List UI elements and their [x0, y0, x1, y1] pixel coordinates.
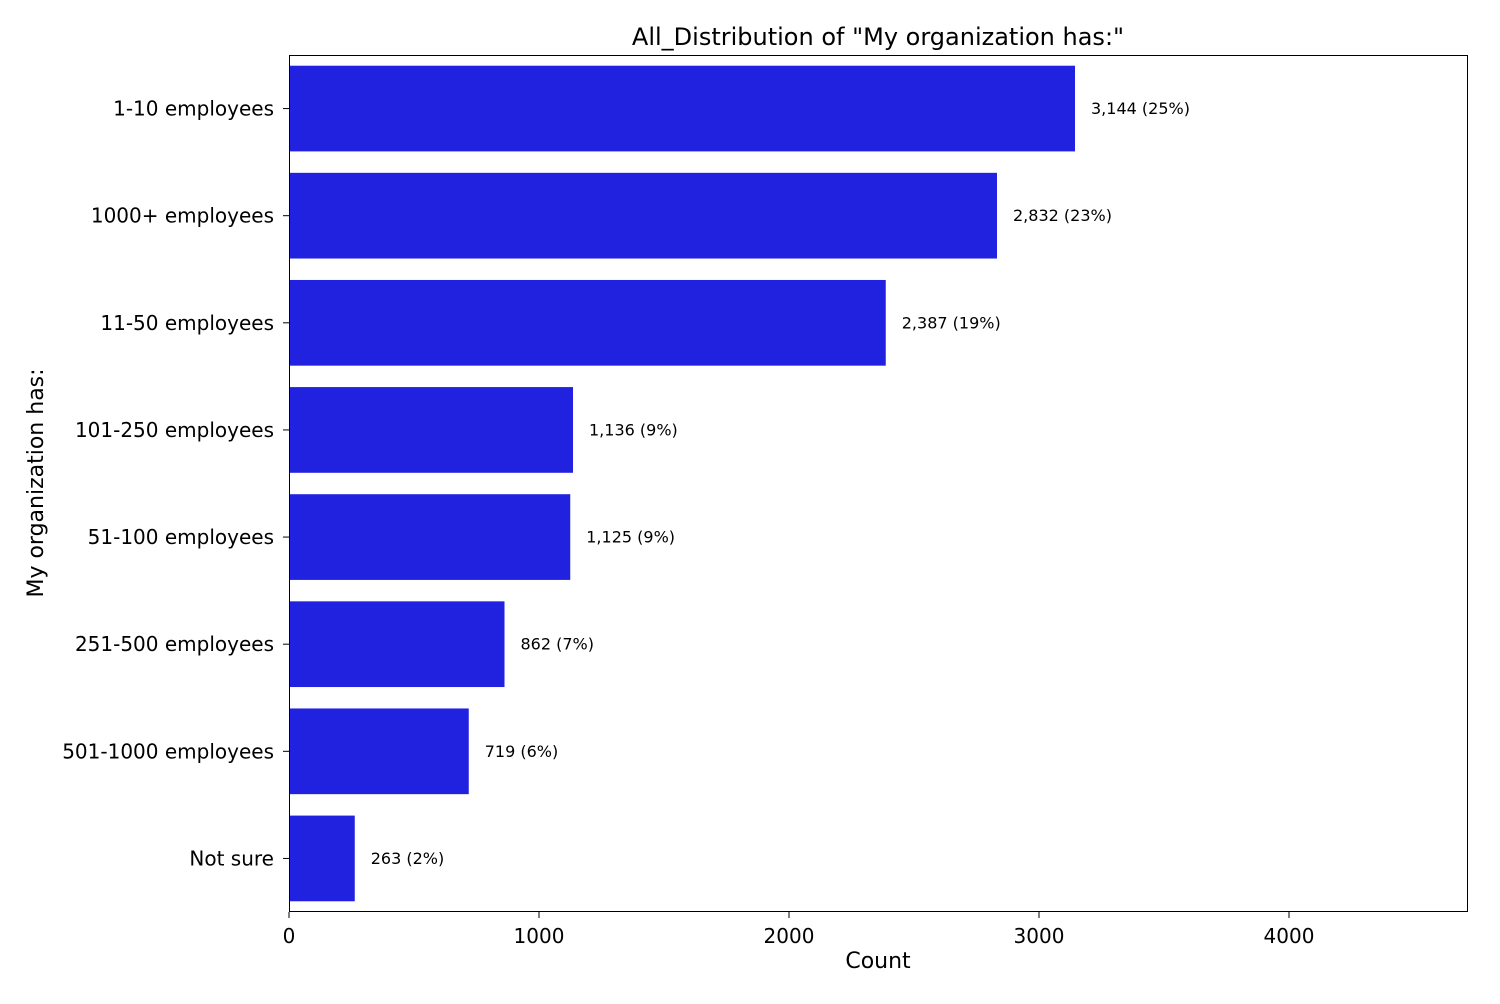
bar-0	[289, 65, 1075, 152]
data-label-3: 1,136 (9%)	[589, 420, 678, 439]
bar-3	[289, 387, 573, 473]
y-tick-label: 11-50 employees	[100, 311, 274, 335]
x-axis: 0 1000 2000 3000 4000	[283, 912, 1315, 948]
bar-5	[289, 601, 505, 688]
data-label-0: 3,144 (25%)	[1091, 99, 1190, 118]
bars-layer	[289, 65, 1075, 902]
bar-6	[289, 708, 469, 795]
data-label-1: 2,832 (23%)	[1013, 206, 1112, 225]
y-tick-label: 101-250 employees	[75, 418, 274, 442]
bar-1	[289, 172, 997, 259]
data-label-7: 263 (2%)	[371, 849, 445, 868]
y-tick-label: Not sure	[189, 846, 274, 870]
data-label-2: 2,387 (19%)	[902, 313, 1001, 332]
y-axis: 1-10 employees 1000+ employees 11-50 emplo…	[62, 97, 289, 870]
y-tick-label: 251-500 employees	[75, 632, 274, 656]
data-labels: 3,144 (25%) 2,832 (23%) 2,387 (19%) 1,136 (…	[371, 99, 1190, 868]
bar-2	[289, 279, 886, 366]
y-tick-label: 501-1000 employees	[62, 739, 274, 763]
data-label-6: 719 (6%)	[485, 742, 559, 761]
x-tick-label: 3000	[1014, 924, 1065, 948]
x-tick-label: 4000	[1264, 924, 1315, 948]
plot-frame	[289, 55, 1468, 912]
chart-title: All_Distribution of "My organization has…	[632, 23, 1124, 51]
data-label-5: 862 (7%)	[521, 635, 595, 654]
x-axis-label: Count	[845, 949, 911, 974]
y-tick-label: 1000+ employees	[91, 204, 274, 228]
bar-4	[289, 494, 571, 580]
y-axis-label: My organization has:	[24, 368, 49, 597]
data-label-4: 1,125 (9%)	[586, 528, 675, 547]
x-tick-label: 2000	[764, 924, 815, 948]
x-tick-label: 0	[283, 924, 296, 948]
x-tick-label: 1000	[514, 924, 565, 948]
y-tick-label: 51-100 employees	[88, 525, 274, 549]
y-tick-label: 1-10 employees	[113, 97, 274, 121]
bar-7	[289, 815, 355, 902]
